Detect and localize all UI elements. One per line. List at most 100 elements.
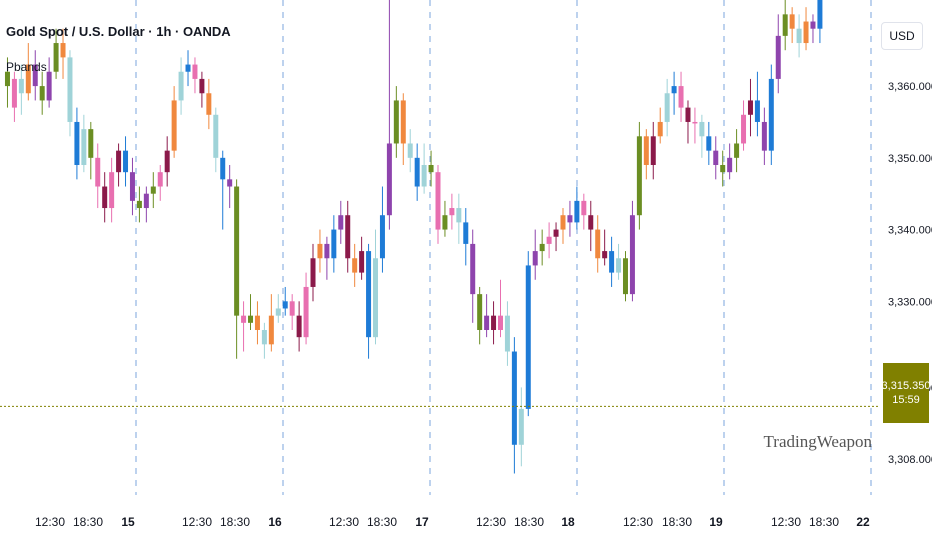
candle-body — [747, 100, 753, 115]
watermark-text: TradingWeapon — [763, 432, 873, 451]
candle-body — [289, 301, 295, 316]
candle-body — [553, 229, 559, 237]
candle-body — [616, 258, 622, 273]
candle-body — [4, 71, 10, 87]
candle-body — [407, 143, 413, 158]
candle-body — [664, 93, 670, 122]
candle-body — [81, 129, 87, 165]
candle-body — [261, 330, 267, 345]
candle-body — [164, 150, 170, 173]
time-axis[interactable]: 12:30 18:30 15 12:30 18:30 16 12:30 18:30 17 12:3… — [35, 515, 870, 529]
last-price-badge: 3,315.350 15:59 — [881, 363, 931, 423]
candle-body — [275, 308, 281, 316]
candle-body — [129, 172, 135, 201]
day-tick-label: 19 — [709, 515, 723, 529]
candle-body — [46, 71, 52, 101]
candle-body — [379, 215, 385, 259]
candle-body — [338, 215, 344, 230]
candle-body — [657, 121, 663, 137]
candle-body — [491, 315, 497, 330]
candle-body — [636, 136, 642, 216]
time-tick-label: 18:30 — [220, 515, 250, 529]
bar-countdown: 15:59 — [892, 394, 920, 406]
candle-body — [518, 408, 524, 445]
candle-body — [525, 265, 531, 409]
candle-body — [435, 172, 441, 230]
candle-body — [74, 121, 80, 165]
candle-body — [234, 186, 240, 316]
candle-body — [588, 215, 594, 230]
candle-body — [331, 229, 337, 259]
candle-body — [366, 251, 372, 338]
candle-body — [345, 215, 351, 259]
candle-body — [650, 136, 656, 165]
candle-body — [782, 14, 788, 36]
candle-body — [449, 208, 455, 216]
day-tick-label: 15 — [121, 515, 135, 529]
candle-body — [213, 114, 219, 158]
time-tick-label: 12:30 — [35, 515, 65, 529]
candle-body — [484, 315, 490, 330]
candle-body — [11, 78, 17, 108]
price-tick-label: 3,308.000 — [888, 454, 932, 466]
candle-body — [282, 301, 288, 309]
candle-body — [67, 57, 73, 122]
day-tick-label: 17 — [415, 515, 429, 529]
candle-body — [470, 243, 476, 295]
candle-body — [32, 64, 38, 87]
candle-body — [595, 229, 601, 259]
time-tick-label: 18:30 — [367, 515, 397, 529]
candle-body — [39, 86, 45, 101]
candle-body — [539, 243, 545, 252]
time-tick-label: 18:30 — [809, 515, 839, 529]
candle-body — [497, 315, 503, 330]
time-tick-label: 12:30 — [771, 515, 801, 529]
symbol-title[interactable]: Gold Spot / U.S. Dollar · 1h · OANDA — [6, 24, 231, 39]
candles — [4, 0, 823, 474]
candle-body — [602, 251, 608, 259]
candle-body — [643, 136, 649, 165]
candle-body — [53, 43, 59, 72]
day-tick-label: 16 — [268, 515, 282, 529]
candle-body — [810, 21, 816, 29]
candle-body — [220, 157, 226, 180]
candle-body — [88, 129, 94, 158]
candle-body — [463, 222, 469, 244]
chart-grid — [135, 0, 872, 495]
candle-body — [546, 236, 552, 244]
indicator-label[interactable]: Pbands — [6, 60, 47, 74]
last-price-value: 3,315.350 — [881, 380, 931, 392]
time-tick-label: 12:30 — [329, 515, 359, 529]
candle-body — [414, 157, 420, 187]
candle-body — [136, 200, 142, 209]
time-tick-label: 12:30 — [623, 515, 653, 529]
candle-body — [178, 71, 184, 101]
candle-body — [789, 14, 795, 29]
candle-body — [609, 251, 615, 273]
candle-body — [629, 215, 635, 295]
candle-body — [699, 121, 705, 137]
day-tick-label: 22 — [856, 515, 870, 529]
candle-body — [171, 100, 177, 151]
candle-body — [560, 215, 566, 230]
candle-body — [123, 150, 129, 173]
candle-body — [248, 315, 254, 323]
candle-body — [761, 121, 767, 151]
candle-body — [60, 43, 66, 58]
time-tick-label: 18:30 — [662, 515, 692, 529]
candle-body — [803, 21, 809, 44]
candle-body — [95, 157, 101, 187]
candle-body — [581, 200, 587, 216]
candle-body — [685, 107, 691, 122]
candle-body — [734, 143, 740, 158]
candle-body — [157, 172, 163, 187]
candle-body — [477, 294, 483, 330]
candle-body — [386, 143, 392, 216]
price-tick-label: 3,360.000 — [888, 81, 932, 93]
candle-body — [400, 100, 406, 144]
currency-button[interactable]: USD — [881, 22, 923, 50]
day-tick-label: 18 — [561, 515, 575, 529]
candle-body — [532, 251, 538, 266]
candle-body — [102, 186, 108, 209]
